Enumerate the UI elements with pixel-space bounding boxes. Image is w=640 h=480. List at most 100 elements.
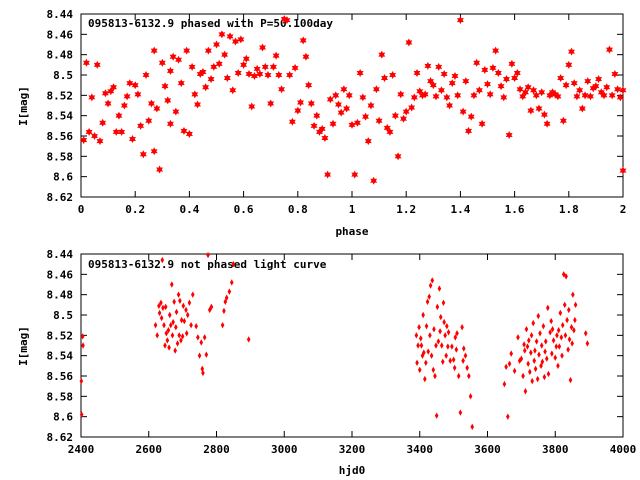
data-point bbox=[544, 355, 549, 362]
data-point bbox=[530, 377, 535, 385]
data-point bbox=[465, 364, 469, 372]
data-point bbox=[441, 299, 446, 306]
y-tick-label: 8.46 bbox=[47, 268, 74, 281]
data-point bbox=[356, 68, 364, 77]
data-point bbox=[269, 62, 277, 71]
data-point bbox=[504, 363, 508, 371]
data-point bbox=[188, 62, 196, 71]
data-point bbox=[163, 342, 167, 349]
data-point bbox=[443, 93, 451, 102]
data-point bbox=[153, 321, 158, 329]
data-point bbox=[484, 80, 491, 89]
data-point bbox=[286, 71, 294, 79]
data-point bbox=[168, 321, 173, 329]
y-axis-label: I[mag] bbox=[17, 86, 30, 126]
data-point bbox=[549, 88, 556, 97]
data-point bbox=[545, 304, 550, 312]
data-point bbox=[535, 104, 543, 113]
data-point bbox=[605, 45, 613, 54]
data-point bbox=[96, 137, 104, 146]
x-tick-label: 0 bbox=[78, 203, 85, 216]
data-point bbox=[521, 372, 525, 380]
data-point bbox=[337, 108, 345, 117]
y-tick-label: 8.58 bbox=[47, 390, 74, 403]
data-point bbox=[179, 316, 184, 324]
data-point bbox=[161, 82, 169, 91]
data-point bbox=[533, 347, 537, 354]
data-point bbox=[573, 92, 581, 101]
data-point bbox=[253, 64, 261, 73]
data-point bbox=[589, 84, 597, 93]
data-point bbox=[182, 317, 187, 325]
data-point bbox=[334, 100, 342, 109]
data-point bbox=[256, 69, 264, 78]
data-point bbox=[557, 343, 562, 350]
data-point bbox=[299, 36, 307, 45]
y-tick-label: 8.56 bbox=[47, 370, 74, 383]
data-point bbox=[440, 358, 445, 365]
data-point bbox=[475, 86, 483, 95]
data-point bbox=[221, 50, 229, 59]
data-point bbox=[526, 360, 530, 367]
data-point bbox=[443, 332, 447, 339]
data-point bbox=[131, 81, 139, 90]
data-point bbox=[437, 86, 445, 95]
data-point bbox=[473, 58, 481, 67]
data-point bbox=[440, 69, 448, 78]
data-point bbox=[242, 54, 250, 63]
data-point bbox=[175, 55, 183, 64]
y-tick-label: 8.5 bbox=[53, 309, 73, 322]
data-point bbox=[571, 291, 575, 298]
x-axis-label: phase bbox=[335, 225, 368, 238]
data-point bbox=[110, 83, 117, 92]
data-point bbox=[456, 372, 461, 380]
data-point bbox=[513, 68, 521, 77]
data-point bbox=[183, 46, 191, 55]
x-tick-label: 3400 bbox=[407, 443, 434, 456]
data-point bbox=[177, 79, 185, 88]
x-tick-label: 3800 bbox=[542, 443, 569, 456]
data-point bbox=[400, 114, 407, 123]
data-point bbox=[101, 89, 109, 98]
data-point bbox=[351, 170, 359, 179]
data-point bbox=[468, 393, 473, 400]
data-point bbox=[585, 340, 590, 347]
data-point bbox=[540, 358, 545, 365]
data-point bbox=[568, 376, 573, 384]
data-point bbox=[584, 77, 592, 86]
data-point bbox=[452, 364, 457, 372]
data-point bbox=[172, 107, 180, 116]
data-point bbox=[204, 46, 212, 55]
data-point bbox=[532, 357, 537, 364]
data-point bbox=[511, 74, 519, 83]
data-point bbox=[264, 71, 272, 79]
data-point bbox=[507, 360, 512, 367]
data-point bbox=[159, 299, 163, 306]
data-point bbox=[470, 423, 475, 431]
data-point bbox=[430, 277, 435, 284]
data-point bbox=[316, 127, 323, 136]
data-point bbox=[432, 92, 440, 101]
data-point bbox=[162, 321, 166, 329]
data-point bbox=[80, 136, 88, 145]
data-point bbox=[573, 316, 577, 324]
data-point bbox=[438, 313, 443, 321]
data-point bbox=[500, 93, 508, 102]
data-point bbox=[408, 103, 416, 112]
data-point bbox=[431, 366, 436, 374]
data-point bbox=[532, 91, 540, 100]
data-point bbox=[559, 116, 567, 125]
data-point bbox=[497, 82, 505, 91]
data-point bbox=[555, 332, 559, 339]
data-point bbox=[436, 338, 441, 345]
data-point bbox=[413, 68, 421, 77]
data-point bbox=[370, 176, 378, 185]
data-point bbox=[104, 99, 112, 108]
data-point bbox=[572, 327, 576, 334]
data-point bbox=[416, 87, 424, 96]
x-tick-label: 1.6 bbox=[505, 203, 525, 216]
data-point bbox=[448, 79, 456, 88]
data-point bbox=[433, 372, 437, 380]
data-point bbox=[414, 332, 419, 339]
